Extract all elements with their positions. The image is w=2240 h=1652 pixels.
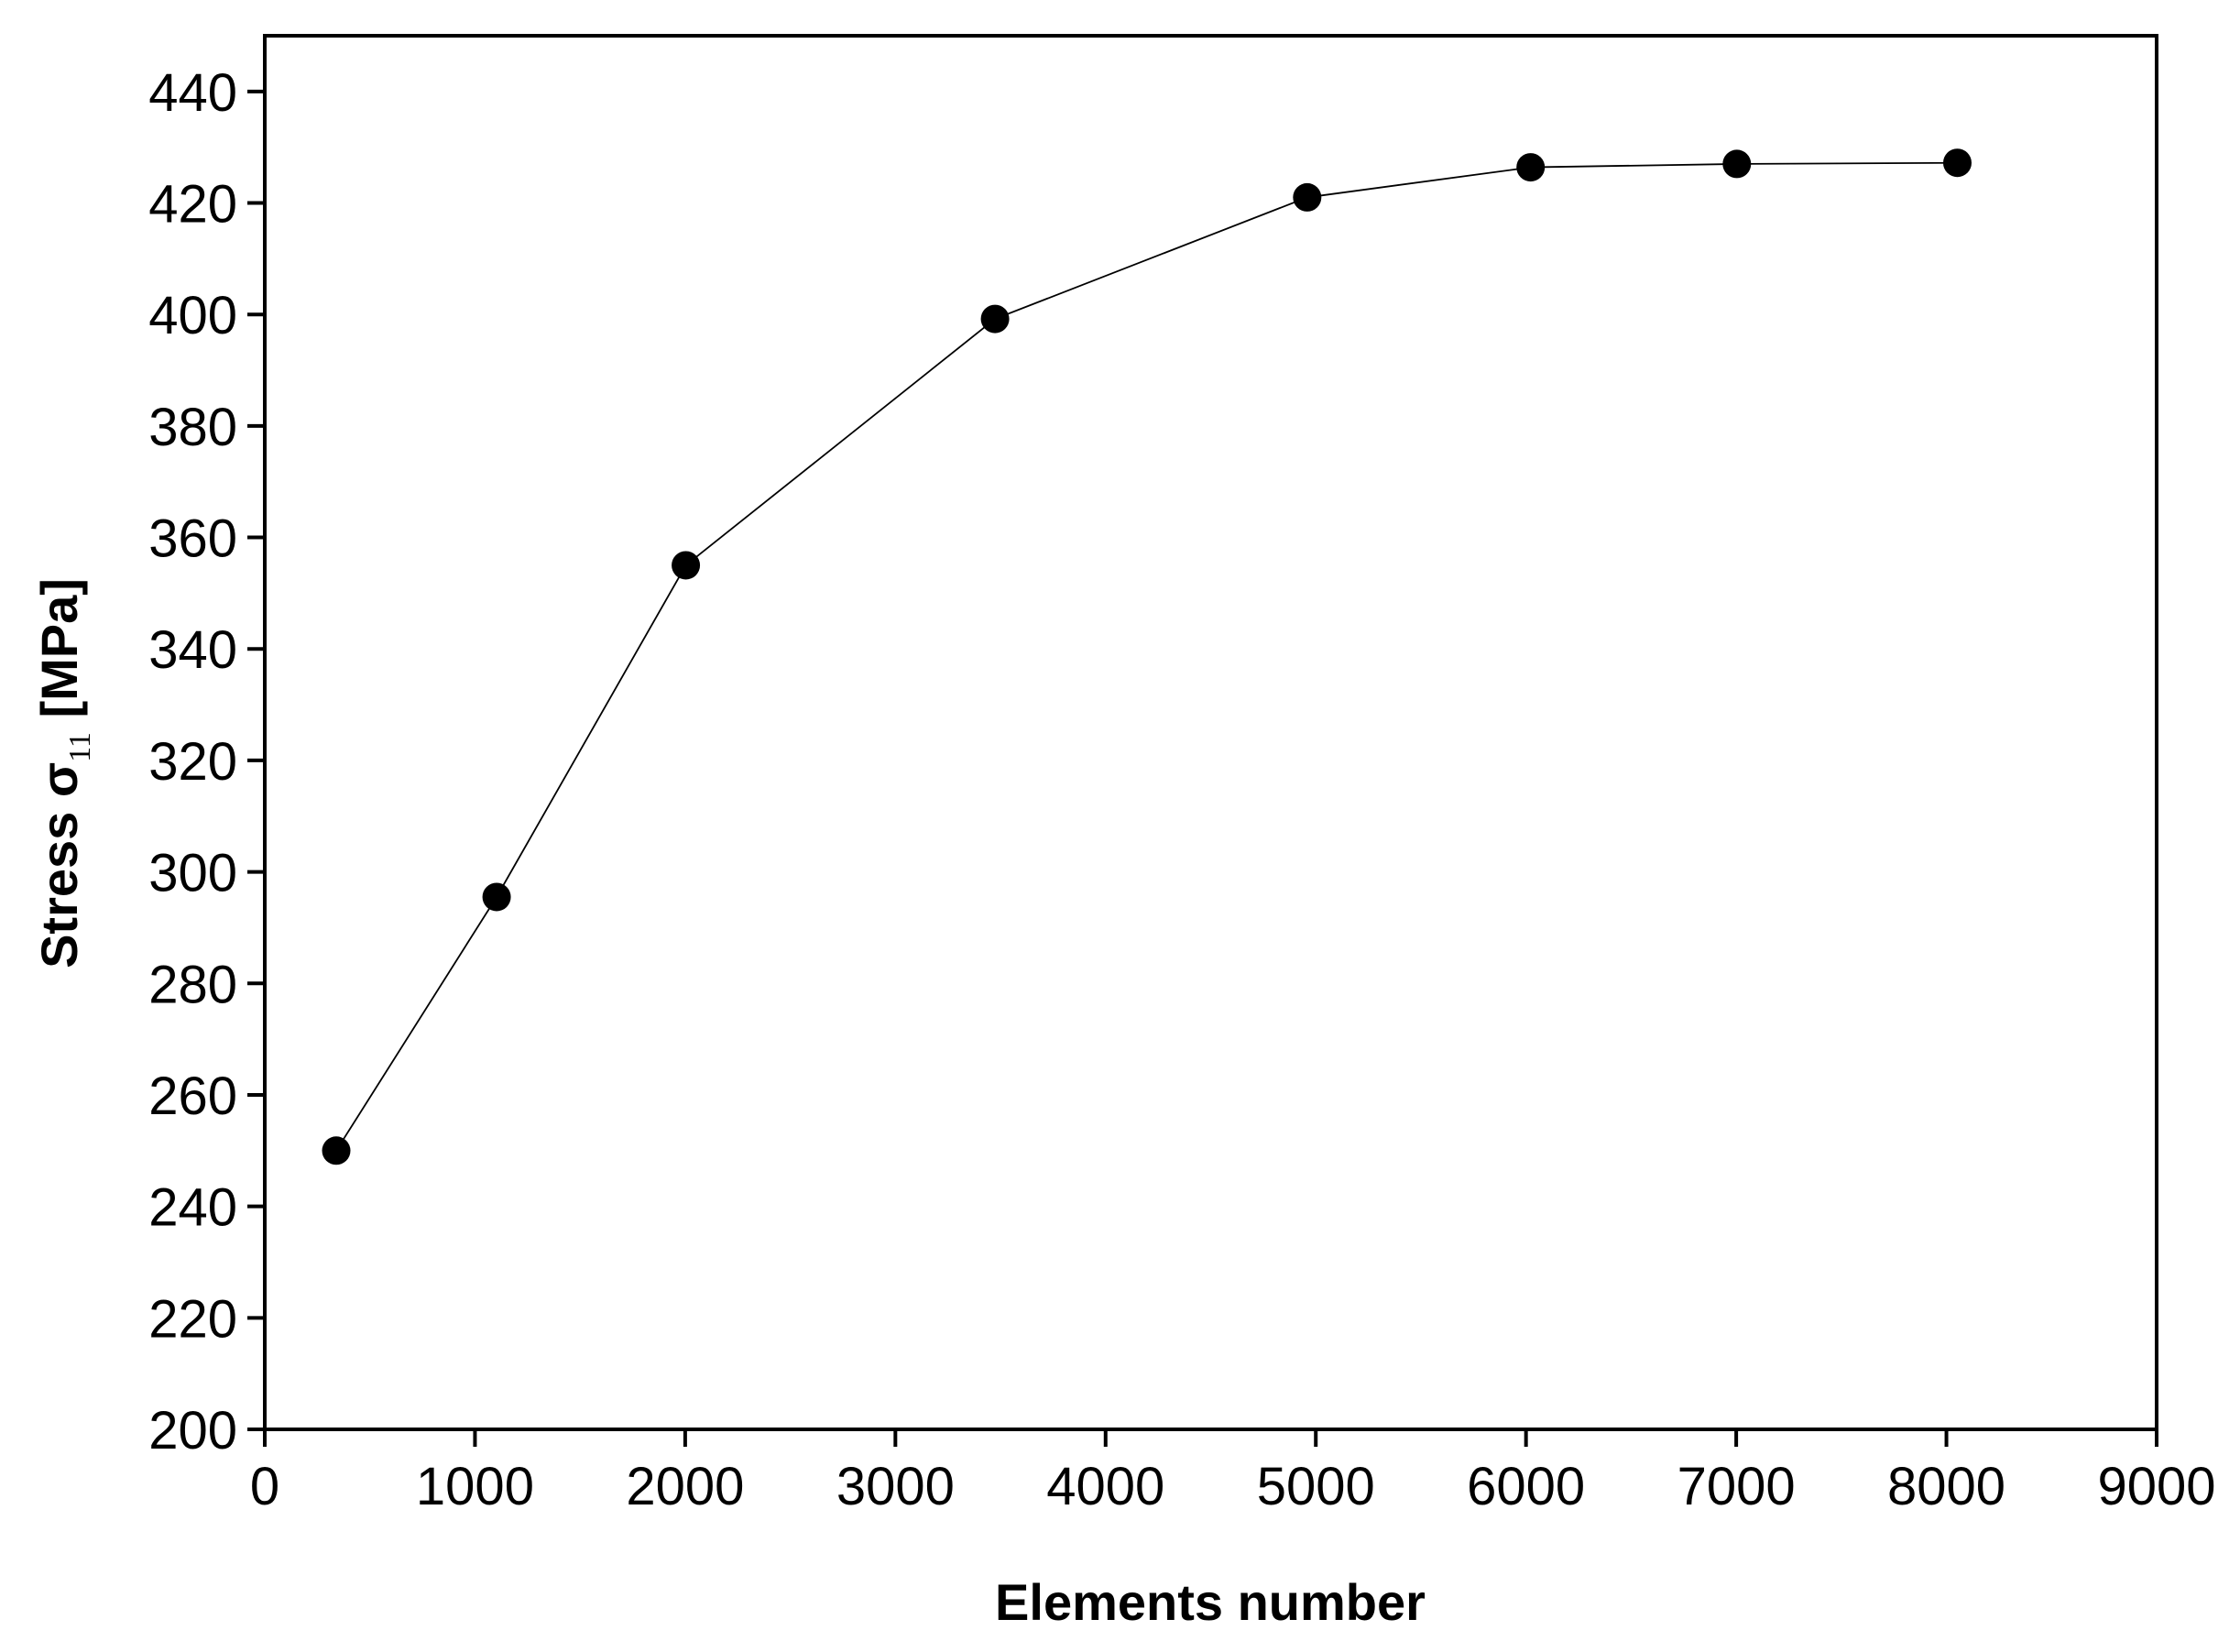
x-tick-label: 8000	[1887, 1457, 2005, 1516]
plot-frame	[263, 34, 2158, 1431]
y-tick-label: 320	[148, 732, 237, 792]
x-tick-label: 9000	[2097, 1457, 2215, 1516]
y-tick-label: 240	[148, 1178, 237, 1238]
x-axis-title: Elements number	[995, 1573, 1426, 1631]
marker	[1516, 153, 1546, 182]
x-tick-label: 4000	[1046, 1457, 1164, 1516]
y-tick-label: 360	[148, 509, 237, 569]
marker	[672, 551, 701, 580]
y-tick-label: 340	[148, 620, 237, 680]
x-tick-label: 5000	[1257, 1457, 1375, 1516]
y-axis-title-main: Stress σ	[30, 762, 88, 968]
marker	[322, 1136, 351, 1165]
y-axis-title-subscript: 11	[63, 732, 97, 762]
x-tick-label: 1000	[416, 1457, 534, 1516]
x-tick-label: 2000	[626, 1457, 744, 1516]
x-tick-label: 6000	[1467, 1457, 1585, 1516]
x-tick-label: 3000	[836, 1457, 955, 1516]
y-tick-label: 420	[148, 175, 237, 235]
y-tick-label: 260	[148, 1067, 237, 1126]
y-tick-label: 300	[148, 844, 237, 903]
x-tick-label: 0	[250, 1457, 279, 1516]
marker	[1293, 182, 1322, 212]
line	[335, 161, 1958, 1152]
y-tick-label: 400	[148, 286, 237, 345]
y-tick-label: 280	[148, 955, 237, 1014]
marker	[1722, 149, 1752, 179]
y-axis-title-unit: [MPa]	[30, 578, 88, 732]
marker	[1942, 148, 1972, 178]
marker	[482, 882, 511, 912]
x-tick-label: 7000	[1677, 1457, 1796, 1516]
y-tick-label: 220	[148, 1289, 237, 1349]
y-tick-label: 200	[148, 1401, 237, 1461]
y-axis-title: Stress σ11 [MPa]	[30, 578, 97, 968]
marker	[980, 304, 1010, 334]
y-tick-label: 380	[148, 398, 237, 457]
y-tick-label: 440	[148, 63, 237, 123]
